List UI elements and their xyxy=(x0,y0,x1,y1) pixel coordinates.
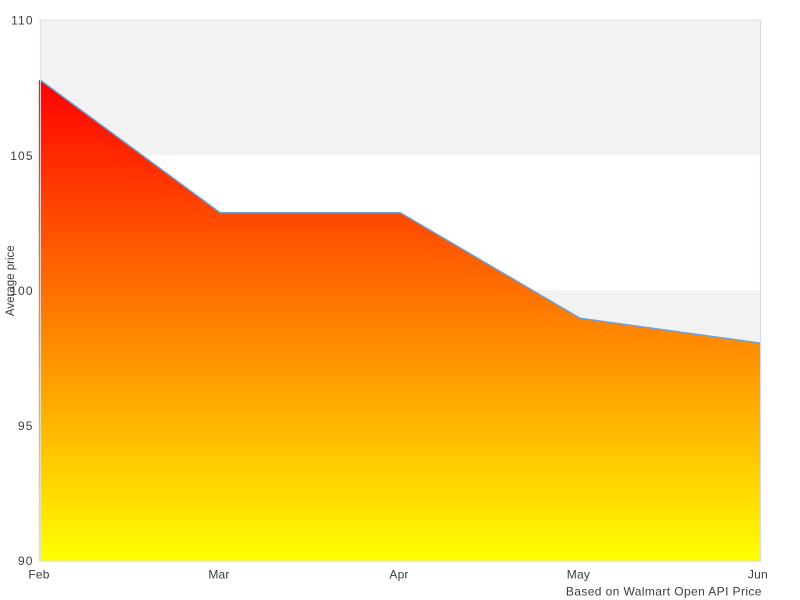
svg-text:Apr: Apr xyxy=(389,568,408,582)
svg-text:Jun: Jun xyxy=(748,568,768,582)
svg-text:Based on Walmart Open API Pric: Based on Walmart Open API Price xyxy=(566,584,762,598)
svg-text:May: May xyxy=(567,568,590,582)
svg-text:Mar: Mar xyxy=(208,568,229,582)
svg-text:Average price: Average price xyxy=(5,245,17,316)
svg-text:95: 95 xyxy=(18,419,34,433)
svg-text:100: 100 xyxy=(10,284,33,298)
svg-text:110: 110 xyxy=(11,14,33,28)
svg-text:90: 90 xyxy=(18,554,34,568)
svg-text:Feb: Feb xyxy=(28,568,49,582)
svg-text:105: 105 xyxy=(10,149,33,163)
